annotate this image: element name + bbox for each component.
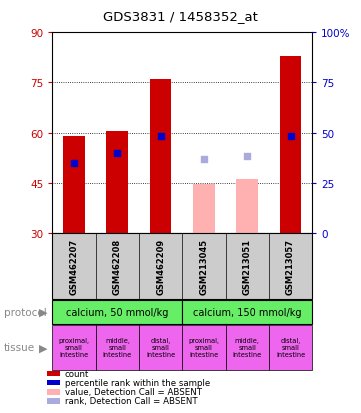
Text: GDS3831 / 1458352_at: GDS3831 / 1458352_at bbox=[103, 10, 258, 23]
Text: value, Detection Call = ABSENT: value, Detection Call = ABSENT bbox=[65, 387, 202, 396]
Text: proximal,
small
intestine: proximal, small intestine bbox=[58, 337, 90, 357]
Text: distal,
small
intestine: distal, small intestine bbox=[276, 337, 305, 357]
Text: protocol: protocol bbox=[4, 307, 46, 317]
Point bbox=[201, 157, 207, 163]
Bar bbox=[280, 57, 301, 233]
Text: GSM213051: GSM213051 bbox=[243, 238, 252, 294]
Text: percentile rank within the sample: percentile rank within the sample bbox=[65, 378, 210, 387]
Text: middle,
small
intestine: middle, small intestine bbox=[232, 337, 262, 357]
Text: calcium, 150 mmol/kg: calcium, 150 mmol/kg bbox=[193, 307, 301, 317]
Bar bbox=[193, 185, 215, 233]
Text: calcium, 50 mmol/kg: calcium, 50 mmol/kg bbox=[66, 307, 169, 317]
Text: rank, Detection Call = ABSENT: rank, Detection Call = ABSENT bbox=[65, 396, 197, 406]
Text: tissue: tissue bbox=[4, 342, 35, 352]
Bar bbox=[63, 137, 85, 233]
Point bbox=[158, 133, 164, 140]
Text: distal,
small
intestine: distal, small intestine bbox=[146, 337, 175, 357]
Point bbox=[71, 160, 77, 166]
Text: count: count bbox=[65, 369, 90, 378]
Bar bbox=[236, 180, 258, 233]
Text: ▶: ▶ bbox=[39, 342, 48, 352]
Text: ▶: ▶ bbox=[39, 307, 48, 317]
Text: GSM213045: GSM213045 bbox=[200, 238, 208, 294]
Point bbox=[244, 153, 250, 160]
Bar bbox=[106, 131, 128, 233]
Point bbox=[288, 133, 293, 140]
Text: GSM462208: GSM462208 bbox=[113, 238, 122, 294]
Text: GSM462207: GSM462207 bbox=[70, 238, 78, 294]
Text: GSM213057: GSM213057 bbox=[286, 238, 295, 294]
Text: middle,
small
intestine: middle, small intestine bbox=[103, 337, 132, 357]
Text: GSM462209: GSM462209 bbox=[156, 238, 165, 294]
Bar bbox=[150, 80, 171, 233]
Text: proximal,
small
intestine: proximal, small intestine bbox=[188, 337, 219, 357]
Point bbox=[114, 150, 120, 157]
